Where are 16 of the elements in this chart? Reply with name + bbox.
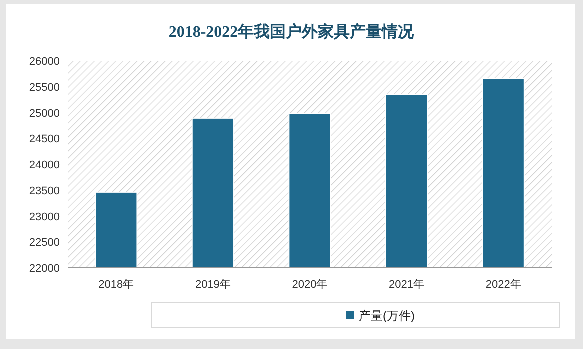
y-tick-label: 25000 [29,108,60,120]
x-tick-label: 2019年 [195,279,231,291]
legend-label: 产量(万件) [359,309,415,323]
y-tick-label: 24500 [29,134,60,146]
y-tick-label: 22000 [29,263,60,275]
y-tick-label: 22500 [29,237,60,250]
x-tick-label: 2018年 [98,279,134,291]
y-tick-label: 23500 [29,185,60,198]
x-tick-label: 2021年 [389,279,425,291]
y-tick-label: 24000 [29,160,60,172]
x-tick-label: 2022年 [486,279,522,291]
chart-title: 2018-2022年我国户外家具产量情况 [168,22,416,41]
y-tick-label: 23000 [29,211,60,224]
x-tick-label: 2020年 [292,279,328,291]
y-tick-label: 26000 [29,56,60,68]
y-tick-label: 25500 [29,82,60,94]
